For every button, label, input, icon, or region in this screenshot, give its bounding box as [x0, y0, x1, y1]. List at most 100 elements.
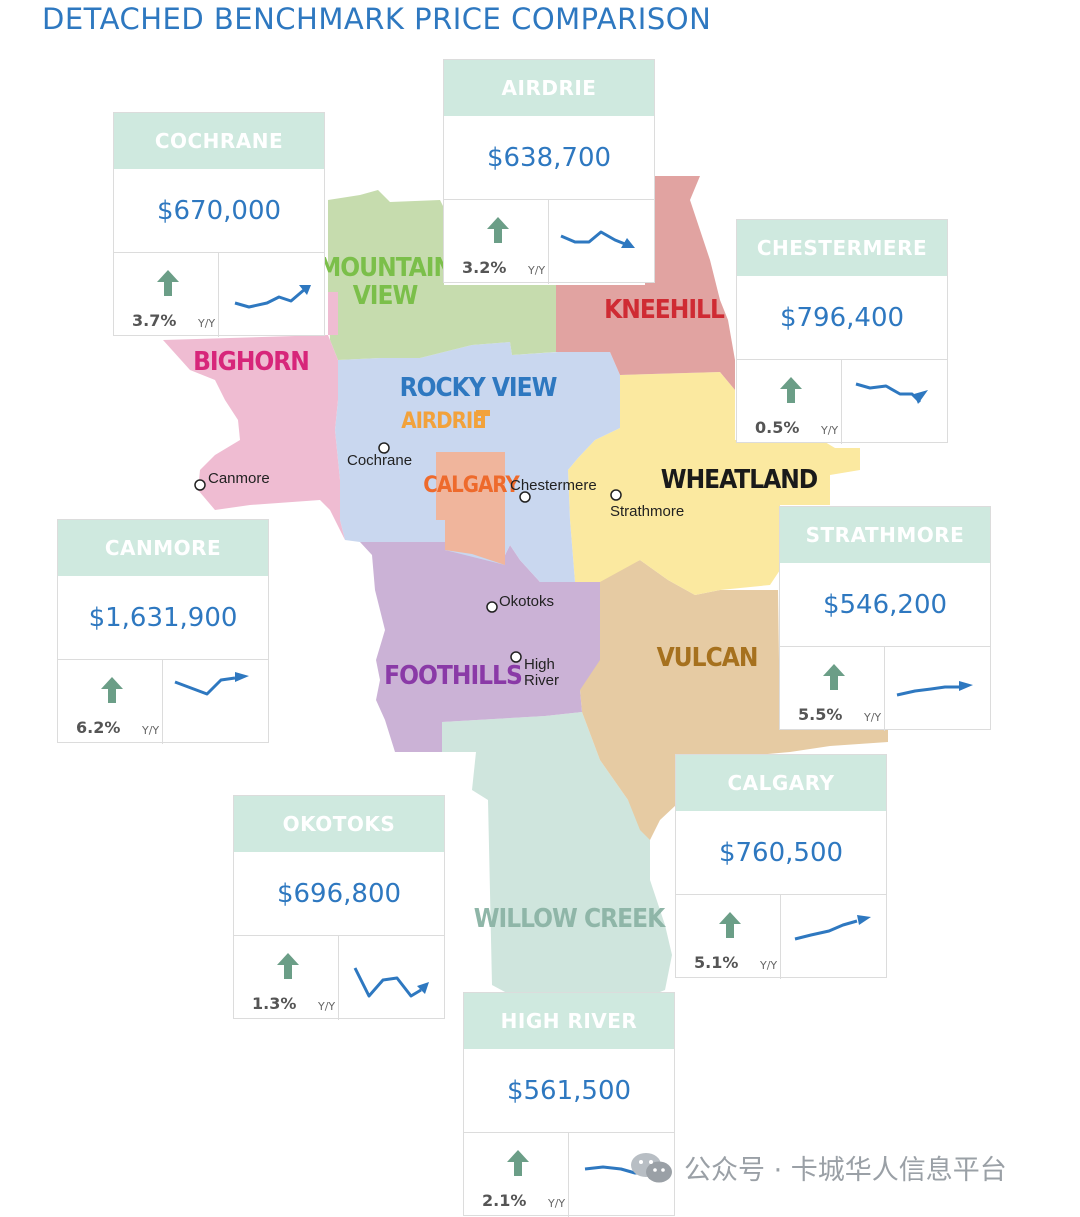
up-arrow-icon [780, 377, 802, 403]
yy-label: Y/Y [142, 724, 160, 737]
card-price: $796,400 [737, 276, 947, 360]
up-arrow-icon [719, 912, 741, 938]
yy-label: Y/Y [760, 959, 778, 972]
yy-change: 3.2% [462, 258, 507, 277]
region-kneehill [556, 176, 735, 390]
region-foothills [360, 542, 600, 752]
region-label-wheatland: WHEATLAND [661, 465, 818, 495]
trend-sparkline [219, 253, 324, 337]
trend-sparkline [549, 200, 654, 284]
yy-change: 0.5% [755, 418, 800, 437]
town-marker-high-river [510, 651, 522, 663]
trend-up-icon [896, 681, 973, 697]
trend-down-icon [353, 967, 429, 998]
trend-up-icon [234, 285, 311, 309]
town-label-chestermere: Chestermere [510, 477, 597, 494]
card-title: HIGH RIVER [464, 993, 674, 1049]
town-marker-strathmore [610, 489, 622, 501]
town-label-high: High [524, 656, 555, 673]
region-label-kneehill: KNEEHILL [604, 295, 725, 325]
yy-change: 5.1% [694, 953, 739, 972]
card-strathmore: STRATHMORE $546,200 5.5% Y/Y [779, 506, 991, 731]
card-okotoks: OKOTOKS $696,800 1.3% Y/Y [233, 795, 445, 1020]
trend-up-icon [174, 672, 249, 696]
town-marker-canmore [194, 479, 206, 491]
town-label-river: River [524, 672, 559, 689]
town-label-okotoks: Okotoks [499, 593, 554, 610]
yy-label: Y/Y [318, 1000, 336, 1013]
region-bighorn [163, 335, 345, 540]
card-price: $638,700 [444, 116, 654, 200]
trend-sparkline [339, 936, 444, 1020]
card-stat: 1.3% Y/Y [234, 936, 339, 1020]
yy-change: 2.1% [482, 1191, 527, 1210]
region-label-vulcan: VULCAN [657, 643, 758, 673]
yy-label: Y/Y [198, 317, 216, 330]
region-label-calgary: CALGARY [423, 473, 520, 498]
card-airdrie: AIRDRIE $638,700 3.2% Y/Y [443, 59, 655, 284]
up-arrow-icon [823, 664, 845, 690]
card-price: $1,631,900 [58, 576, 268, 660]
up-arrow-icon [507, 1150, 529, 1176]
trend-sparkline [885, 647, 990, 731]
town-marker-chestermere [519, 491, 531, 503]
town-marker-cochrane [378, 442, 390, 454]
yy-label: Y/Y [864, 711, 882, 724]
region-label-foothills: FOOTHILLS [384, 661, 522, 691]
region-label-mountain-view: MOUNTAIN VIEW [318, 253, 452, 311]
watermark-text: 公众号 · 卡城华人信息平台 [684, 1155, 1007, 1186]
up-arrow-icon [487, 217, 509, 243]
yy-label: Y/Y [821, 424, 839, 437]
card-calgary: CALGARY $760,500 5.1% Y/Y [675, 754, 887, 979]
airdrie-marker [476, 410, 490, 416]
town-marker-okotoks [486, 601, 498, 613]
region-label-willow-creek: WILLOW CREEK [474, 904, 666, 934]
yy-change: 1.3% [252, 994, 297, 1013]
card-canmore: CANMORE $1,631,900 6.2% Y/Y [57, 519, 269, 744]
card-stat: 3.2% Y/Y [444, 200, 549, 284]
up-arrow-icon [277, 953, 299, 979]
card-price: $760,500 [676, 811, 886, 895]
card-price: $670,000 [114, 169, 324, 253]
card-price: $546,200 [780, 563, 990, 647]
up-arrow-icon [157, 270, 179, 296]
card-title: STRATHMORE [780, 507, 990, 563]
card-title: AIRDRIE [444, 60, 654, 116]
card-title: CHESTERMERE [737, 220, 947, 276]
yy-label: Y/Y [528, 264, 546, 277]
town-label-canmore: Canmore [208, 470, 270, 487]
card-title: CALGARY [676, 755, 886, 811]
card-stat: 2.1% Y/Y [464, 1133, 569, 1217]
card-stat: 5.1% Y/Y [676, 895, 781, 979]
yy-change: 3.7% [132, 311, 177, 330]
region-label-rocky-view: ROCKY VIEW [400, 373, 558, 403]
trend-sparkline [781, 895, 886, 979]
town-label-cochrane: Cochrane [347, 452, 412, 469]
region-mountain-view [328, 190, 556, 360]
watermark: 公众号 · 卡城华人信息平台 [630, 1148, 1007, 1187]
region-label-bighorn: BIGHORN [193, 347, 309, 377]
card-cochrane: COCHRANE $670,000 3.7% Y/Y [113, 112, 325, 337]
trend-down-icon [855, 382, 928, 404]
trend-sparkline [163, 660, 268, 744]
card-stat: 6.2% Y/Y [58, 660, 163, 744]
trend-down-icon [560, 230, 635, 248]
region-label-airdrie: AIRDRIE [401, 409, 485, 434]
trend-sparkline [842, 360, 947, 444]
region-vulcan [575, 560, 888, 840]
trend-up-icon [794, 915, 871, 941]
card-chestermere: CHESTERMERE $796,400 0.5% Y/Y [736, 219, 948, 444]
card-stat: 3.7% Y/Y [114, 253, 219, 337]
wechat-icon [631, 1152, 672, 1182]
region-calgary [436, 452, 505, 565]
yy-change: 5.5% [798, 705, 843, 724]
card-high-river: HIGH RIVER $561,500 2.1% Y/Y [463, 992, 675, 1217]
yy-label: Y/Y [548, 1197, 566, 1210]
region-willow-creek [442, 712, 672, 1000]
town-label-strathmore: Strathmore [610, 503, 684, 520]
card-title: CANMORE [58, 520, 268, 576]
card-title: OKOTOKS [234, 796, 444, 852]
card-price: $696,800 [234, 852, 444, 936]
card-price: $561,500 [464, 1049, 674, 1133]
